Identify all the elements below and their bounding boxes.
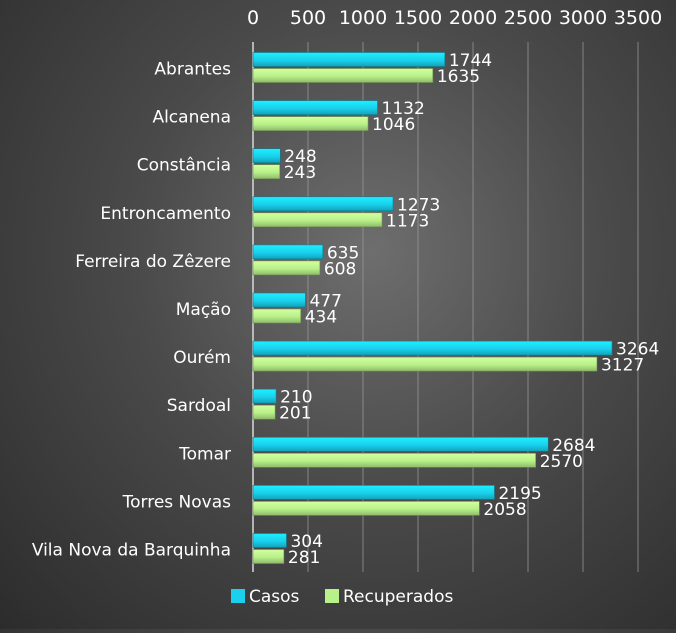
x-tick-label-0: 0 xyxy=(247,7,259,29)
bar-casos-ourem xyxy=(252,340,613,356)
value-label-casos-ferreira-do-zezere: 635 xyxy=(327,243,359,263)
category-label-alcanena: Alcanena xyxy=(152,108,231,128)
x-tick-label-500: 500 xyxy=(290,7,326,29)
bar-casos-vila-nova-da-barquinha xyxy=(252,533,287,548)
value-label-recuperados-sardoal: 201 xyxy=(279,404,311,424)
category-label-macao: Mação xyxy=(176,300,231,320)
bar-recuperados-ourem xyxy=(252,356,598,372)
value-label-casos-constancia: 248 xyxy=(284,147,316,167)
x-tick-label-2000: 2000 xyxy=(449,7,497,29)
value-label-recuperados-abrantes: 1635 xyxy=(437,67,480,87)
legend-label-recuperados: Recuperados xyxy=(343,587,453,607)
bar-recuperados-vila-nova-da-barquinha xyxy=(252,549,285,564)
bar-recuperados-ferreira-do-zezere xyxy=(252,260,321,276)
bar-recuperados-alcanena xyxy=(252,116,369,131)
value-label-recuperados-ourem: 3127 xyxy=(601,356,644,376)
bar-casos-torres-novas xyxy=(252,485,495,500)
legend-swatch-casos xyxy=(231,589,245,603)
value-label-casos-tomar: 2684 xyxy=(552,436,595,456)
bar-casos-constancia xyxy=(252,148,281,163)
legend-swatch-recuperados xyxy=(325,589,339,603)
category-label-sardoal: Sardoal xyxy=(167,396,231,416)
category-label-constancia: Constância xyxy=(137,156,231,176)
x-tick-label-3500: 3500 xyxy=(614,7,662,29)
value-label-recuperados-tomar: 2570 xyxy=(540,452,583,472)
value-label-casos-vila-nova-da-barquinha: 304 xyxy=(290,532,322,552)
bar-casos-tomar xyxy=(252,436,549,452)
bar-recuperados-constancia xyxy=(252,164,281,179)
bar-casos-sardoal xyxy=(252,388,277,404)
category-label-abrantes: Abrantes xyxy=(154,60,231,80)
x-tick-label-1500: 1500 xyxy=(394,7,442,29)
bar-casos-alcanena xyxy=(252,100,378,115)
category-label-torres-novas: Torres Novas xyxy=(122,492,232,512)
x-tick-label-2500: 2500 xyxy=(504,7,552,29)
value-label-casos-torres-novas: 2195 xyxy=(498,484,541,504)
value-label-recuperados-macao: 434 xyxy=(305,308,337,328)
x-tick-label-1000: 1000 xyxy=(339,7,387,29)
bar-recuperados-tomar xyxy=(252,452,537,468)
bar-casos-ferreira-do-zezere xyxy=(252,244,324,260)
x-tick-label-3000: 3000 xyxy=(559,7,607,29)
category-label-ferreira-do-zezere: Ferreira do Zêzere xyxy=(75,252,231,272)
value-label-casos-abrantes: 1744 xyxy=(449,51,492,71)
category-label-ourem: Ourém xyxy=(173,348,231,368)
bar-casos-abrantes xyxy=(252,52,446,67)
legend-label-casos: Casos xyxy=(249,587,300,607)
category-label-tomar: Tomar xyxy=(178,444,231,464)
category-label-vila-nova-da-barquinha: Vila Nova da Barquinha xyxy=(32,541,231,561)
value-label-recuperados-constancia: 243 xyxy=(284,163,316,183)
bar-recuperados-entroncamento xyxy=(252,212,383,228)
bar-casos-entroncamento xyxy=(252,196,394,212)
value-label-recuperados-torres-novas: 2058 xyxy=(483,500,526,520)
value-label-casos-macao: 477 xyxy=(309,292,341,312)
bar-recuperados-sardoal xyxy=(252,404,276,420)
bar-recuperados-macao xyxy=(252,308,302,324)
bar-recuperados-abrantes xyxy=(252,68,434,83)
bar-casos-macao xyxy=(252,292,306,308)
category-label-entroncamento: Entroncamento xyxy=(100,204,231,224)
value-label-casos-alcanena: 1132 xyxy=(382,99,425,119)
value-label-recuperados-entroncamento: 1173 xyxy=(386,211,429,231)
value-label-casos-sardoal: 210 xyxy=(280,388,312,408)
value-label-casos-entroncamento: 1273 xyxy=(397,195,440,215)
value-label-recuperados-vila-nova-da-barquinha: 281 xyxy=(288,548,320,568)
bar-recuperados-torres-novas xyxy=(252,501,480,516)
value-label-recuperados-alcanena: 1046 xyxy=(372,115,415,135)
value-label-casos-ourem: 3264 xyxy=(616,340,659,360)
value-label-recuperados-ferreira-do-zezere: 608 xyxy=(324,259,356,279)
